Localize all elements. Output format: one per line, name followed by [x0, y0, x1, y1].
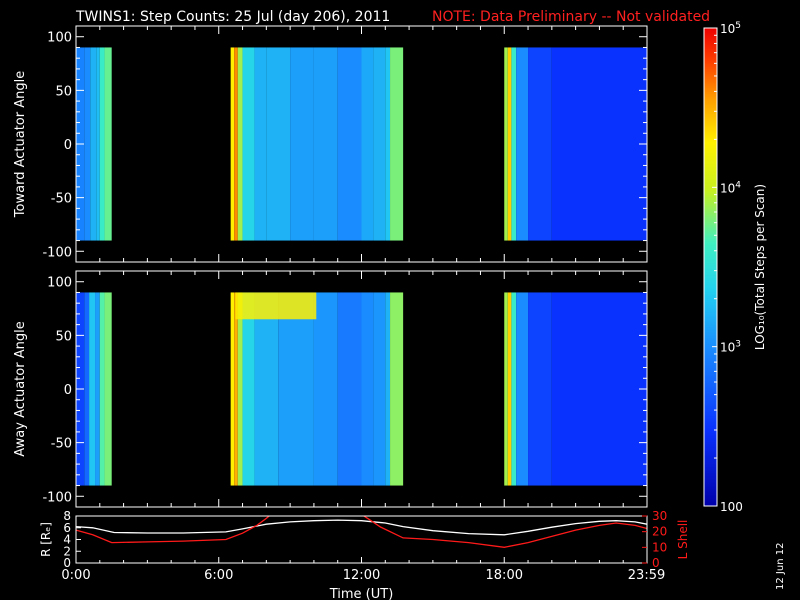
heatmap-cell [361, 292, 374, 486]
heatmap-cell [507, 47, 512, 241]
heatmap-cell [104, 292, 112, 486]
heatmap-cell [234, 47, 238, 241]
heatmap-cell [230, 47, 235, 241]
heatmap-cell [507, 292, 512, 486]
heatmap-cell [84, 292, 90, 486]
heatmap-cell [234, 292, 238, 486]
y-tick-label: -100 [42, 245, 72, 260]
heatmap-cell [390, 47, 404, 241]
heatmap-cell [84, 47, 91, 241]
radius-line [76, 519, 647, 536]
heatmap-cell [504, 292, 508, 486]
y-tick-label: 100 [47, 276, 72, 291]
y-tick-label: 50 [55, 329, 72, 344]
y-tick-label: -50 [51, 192, 72, 207]
y-tick-label: 100 [47, 31, 72, 46]
y-tick-label-right: 30 [652, 509, 667, 523]
y-tick-label: 8 [63, 509, 71, 523]
heatmap-cell [99, 292, 105, 486]
y-tick-label: 0 [63, 556, 71, 570]
heatmap-cell [266, 47, 291, 241]
x-axis-label: Time (UT) [329, 587, 394, 600]
heatmap-cell [242, 47, 255, 241]
heatmap-cell [237, 47, 243, 241]
heatmap-cell [511, 47, 517, 241]
heatmap-cell [89, 292, 96, 486]
x-tick-label: 0:00 [61, 568, 90, 583]
heatmap-cell [337, 292, 362, 486]
y-tick-label: 0 [64, 138, 72, 153]
colorbar: 105 104 103 100 LOG₁₀(Total Steps per Scan) [703, 21, 767, 514]
x-tick-label: 23:59 [628, 568, 665, 583]
x-tick-label: 18:00 [486, 568, 523, 583]
colorbar-tick-label: 103 [720, 340, 741, 355]
heatmap-cell [95, 292, 100, 486]
heatmap-cell [516, 47, 529, 241]
heatmap-cell [516, 292, 529, 486]
y-tick-label: 6 [63, 521, 71, 535]
away-panel: -100 -50 0 50 100 Away Actuator Angle [13, 270, 648, 508]
footer-date: 12 Jun 12 [775, 543, 786, 590]
heatmap-cell [385, 292, 391, 486]
heatmap-cell [504, 47, 508, 241]
colorbar-label: LOG₁₀(Total Steps per Scan) [753, 184, 767, 350]
heatmap-cell [90, 47, 97, 241]
heatmap-cell [313, 292, 338, 486]
y-tick-label: 0 [64, 383, 72, 398]
heatmap-cell [361, 47, 374, 241]
heatmap-cell [230, 292, 235, 486]
lshell-line [76, 516, 647, 548]
heatmap-cell [96, 47, 100, 241]
y-axis-label: Toward Actuator Angle [13, 71, 28, 218]
heatmap-cell [290, 47, 314, 241]
y-tick-label-right: 20 [652, 525, 667, 539]
heatmap-cell [254, 292, 279, 486]
y-tick-label: -50 [51, 437, 72, 452]
heatmap-cell [337, 47, 362, 241]
colorbar-gradient [703, 27, 718, 507]
heatmap-cell [528, 292, 552, 486]
heatmap-cell [99, 47, 105, 241]
heatmap-cell [385, 47, 391, 241]
heatmap-cell [278, 292, 314, 486]
y-axis-label: Away Actuator Angle [13, 321, 28, 456]
colorbar-tick-label: 104 [720, 180, 741, 195]
y-tick-label: 4 [63, 533, 71, 547]
colorbar-tick-label: 105 [720, 21, 741, 36]
toward-panel: -100 -50 0 50 100 Toward Actuator Angle [13, 25, 648, 263]
heatmap-cell [390, 292, 404, 486]
panel-frame [75, 515, 648, 564]
x-tick-label: 6:00 [204, 568, 233, 583]
heatmap-cell [528, 47, 552, 241]
heatmap-cell [511, 292, 517, 486]
y-tick-label-right: 0 [652, 556, 660, 570]
figure-title: TWINS1: Step Counts: 25 Jul (day 206), 2… [75, 9, 390, 25]
heatmap-cell [104, 47, 112, 241]
heatmap-cell [551, 47, 647, 241]
heatmap-cell [254, 47, 267, 241]
preliminary-note: NOTE: Data Preliminary -- Not validated [432, 9, 710, 25]
y-tick-label: 50 [55, 84, 72, 99]
y-tick-label: 2 [63, 544, 71, 558]
y-tick-label-right: 10 [652, 540, 667, 554]
x-tick-label: 12:00 [343, 568, 380, 583]
y-axis-label-right: L Shell [676, 520, 690, 560]
heatmap-cell [242, 292, 255, 486]
heatmap-cell [237, 292, 243, 486]
heatmap-cell [551, 292, 647, 486]
y-axis-label: R [Rₑ] [39, 522, 53, 557]
y-tick-label: -100 [42, 490, 72, 505]
heatmap-feature [235, 292, 317, 320]
heatmap-cell [373, 292, 386, 486]
colorbar-tick-label: 100 [720, 500, 743, 514]
heatmap-cell [313, 47, 338, 241]
heatmap-cell [373, 47, 386, 241]
